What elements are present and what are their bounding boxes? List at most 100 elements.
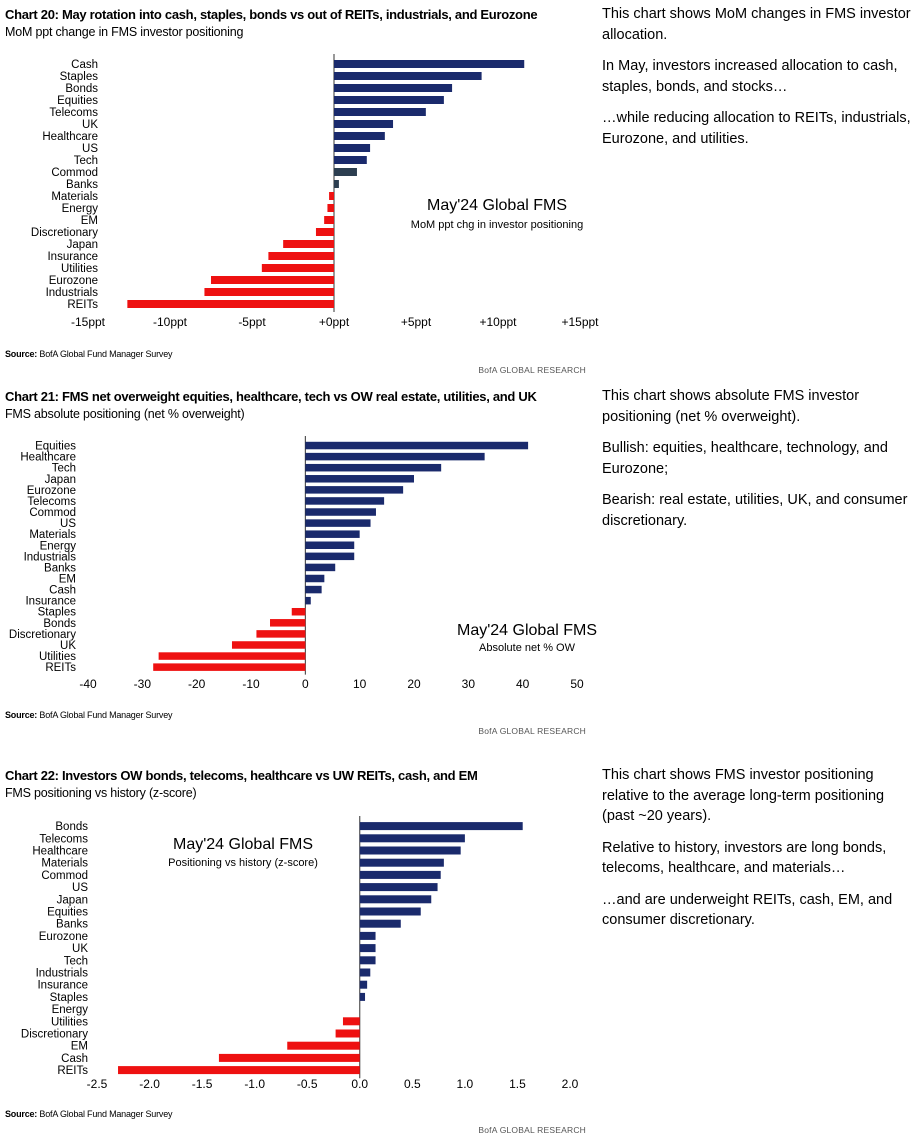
x-tick-label: 20: [407, 677, 421, 691]
category-label: Commod: [29, 507, 76, 519]
category-label: REITs: [57, 1065, 88, 1077]
data-bar: [305, 552, 355, 561]
category-label: Japan: [45, 474, 76, 486]
x-tick-label: -20: [188, 677, 206, 691]
category-label: Energy: [62, 203, 99, 215]
chart-subtitle: FMS positioning vs history (z-score): [5, 786, 197, 800]
data-bar: [305, 574, 325, 583]
category-label: Discretionary: [31, 227, 98, 239]
data-bar: [334, 144, 371, 152]
data-bar: [359, 895, 432, 904]
category-label: Equities: [57, 95, 98, 107]
category-label: Utilities: [61, 263, 98, 275]
x-tick-label: 0.5: [404, 1077, 421, 1091]
category-label: Energy: [40, 540, 77, 552]
category-label: Energy: [52, 1004, 89, 1016]
category-label: Utilities: [39, 651, 76, 663]
chart-20-commentary: This chart shows MoM changes in FMS inve…: [602, 4, 920, 160]
x-tick-label: 0: [302, 677, 309, 691]
commentary-paragraph: This chart shows FMS investor positionin…: [602, 767, 885, 824]
data-bar: [118, 1066, 360, 1075]
category-label: Cash: [61, 1053, 88, 1065]
data-bar: [359, 834, 465, 843]
data-bar: [335, 1029, 360, 1038]
data-bar: [334, 84, 453, 92]
commentary-paragraph: Bearish: real estate, utilities, UK, and…: [602, 492, 908, 529]
category-label: Banks: [44, 562, 76, 574]
data-bar: [359, 919, 401, 928]
category-label: REITs: [67, 299, 98, 311]
chart-title: Chart 20: May rotation into cash, staple…: [5, 7, 538, 22]
x-tick-label: +0ppt: [319, 315, 350, 329]
data-bar: [305, 541, 355, 550]
chart-source: Source: BofA Global Fund Manager Survey: [5, 1109, 173, 1119]
source-text: BofA Global Fund Manager Survey: [39, 349, 173, 359]
x-tick-label: -2.5: [87, 1077, 108, 1091]
data-bar: [359, 883, 438, 892]
category-label: Tech: [52, 463, 76, 475]
data-bar: [204, 288, 334, 296]
data-bar: [211, 276, 334, 284]
data-bar: [359, 980, 368, 989]
data-bar: [305, 486, 404, 494]
commentary-paragraph: In May, investors increased allocation t…: [602, 58, 898, 95]
x-tick-label: +15ppt: [561, 315, 599, 329]
data-bar: [127, 300, 334, 308]
category-label: Discretionary: [21, 1029, 88, 1041]
x-tick-label: -1.5: [192, 1077, 213, 1091]
category-label: Eurozone: [39, 931, 88, 943]
source-label: Source:: [5, 349, 38, 359]
data-bar: [334, 72, 482, 80]
x-tick-label: -0.5: [297, 1077, 318, 1091]
data-bar: [305, 508, 376, 516]
category-label: Utilities: [51, 1016, 88, 1028]
chart-21-block: Chart 21: FMS net overweight equities, h…: [0, 380, 924, 760]
category-label: Insurance: [25, 596, 76, 608]
data-bar: [305, 519, 371, 527]
category-label: Insurance: [37, 980, 88, 992]
data-bar: [334, 132, 385, 140]
data-bar: [359, 992, 366, 1001]
source-label: Source:: [5, 1109, 38, 1119]
category-label: Materials: [41, 858, 88, 870]
annotation-subtitle: MoM ppt chg in investor positioning: [411, 219, 583, 231]
category-label: Healthcare: [20, 452, 76, 464]
chart-22-plot: BondsTelecomsHealthcareMaterialsCommodUS…: [21, 816, 579, 1091]
data-bar: [291, 607, 306, 616]
x-tick-label: 1.5: [509, 1077, 526, 1091]
category-label: Telecoms: [49, 107, 98, 119]
x-tick-label: -10: [242, 677, 260, 691]
x-tick-label: 30: [462, 677, 476, 691]
category-label: US: [72, 882, 88, 894]
category-label: Staples: [50, 992, 89, 1004]
data-bar: [305, 452, 485, 461]
data-bar: [218, 1053, 360, 1062]
category-label: Japan: [67, 239, 98, 251]
data-bar: [329, 192, 334, 200]
category-label: Tech: [64, 955, 88, 967]
category-label: EM: [81, 215, 98, 227]
category-label: Equities: [35, 441, 76, 453]
annotation-title: May'24 Global FMS: [173, 836, 313, 853]
data-bar: [305, 497, 385, 505]
x-tick-label: 2.0: [562, 1077, 579, 1091]
category-label: Japan: [57, 894, 88, 906]
category-label: UK: [82, 119, 98, 131]
category-label: Staples: [38, 607, 77, 619]
category-label: Cash: [71, 59, 98, 71]
x-tick-label: +5ppt: [401, 315, 432, 329]
category-label: Materials: [51, 191, 98, 203]
data-bar: [315, 228, 334, 236]
data-bar: [305, 463, 442, 472]
category-label: US: [82, 143, 98, 155]
x-tick-label: -30: [134, 677, 152, 691]
category-label: Telecoms: [27, 496, 76, 508]
x-tick-label: 1.0: [457, 1077, 474, 1091]
chart-21-plot: EquitiesHealthcareTechJapanEurozoneTelec…: [9, 436, 597, 691]
annotation-subtitle: Absolute net % OW: [479, 642, 576, 654]
category-label: Cash: [49, 585, 76, 597]
data-bar: [305, 475, 414, 483]
source-text: BofA Global Fund Manager Survey: [39, 1109, 173, 1119]
category-label: Healthcare: [32, 846, 88, 858]
category-label: Industrials: [24, 551, 77, 563]
